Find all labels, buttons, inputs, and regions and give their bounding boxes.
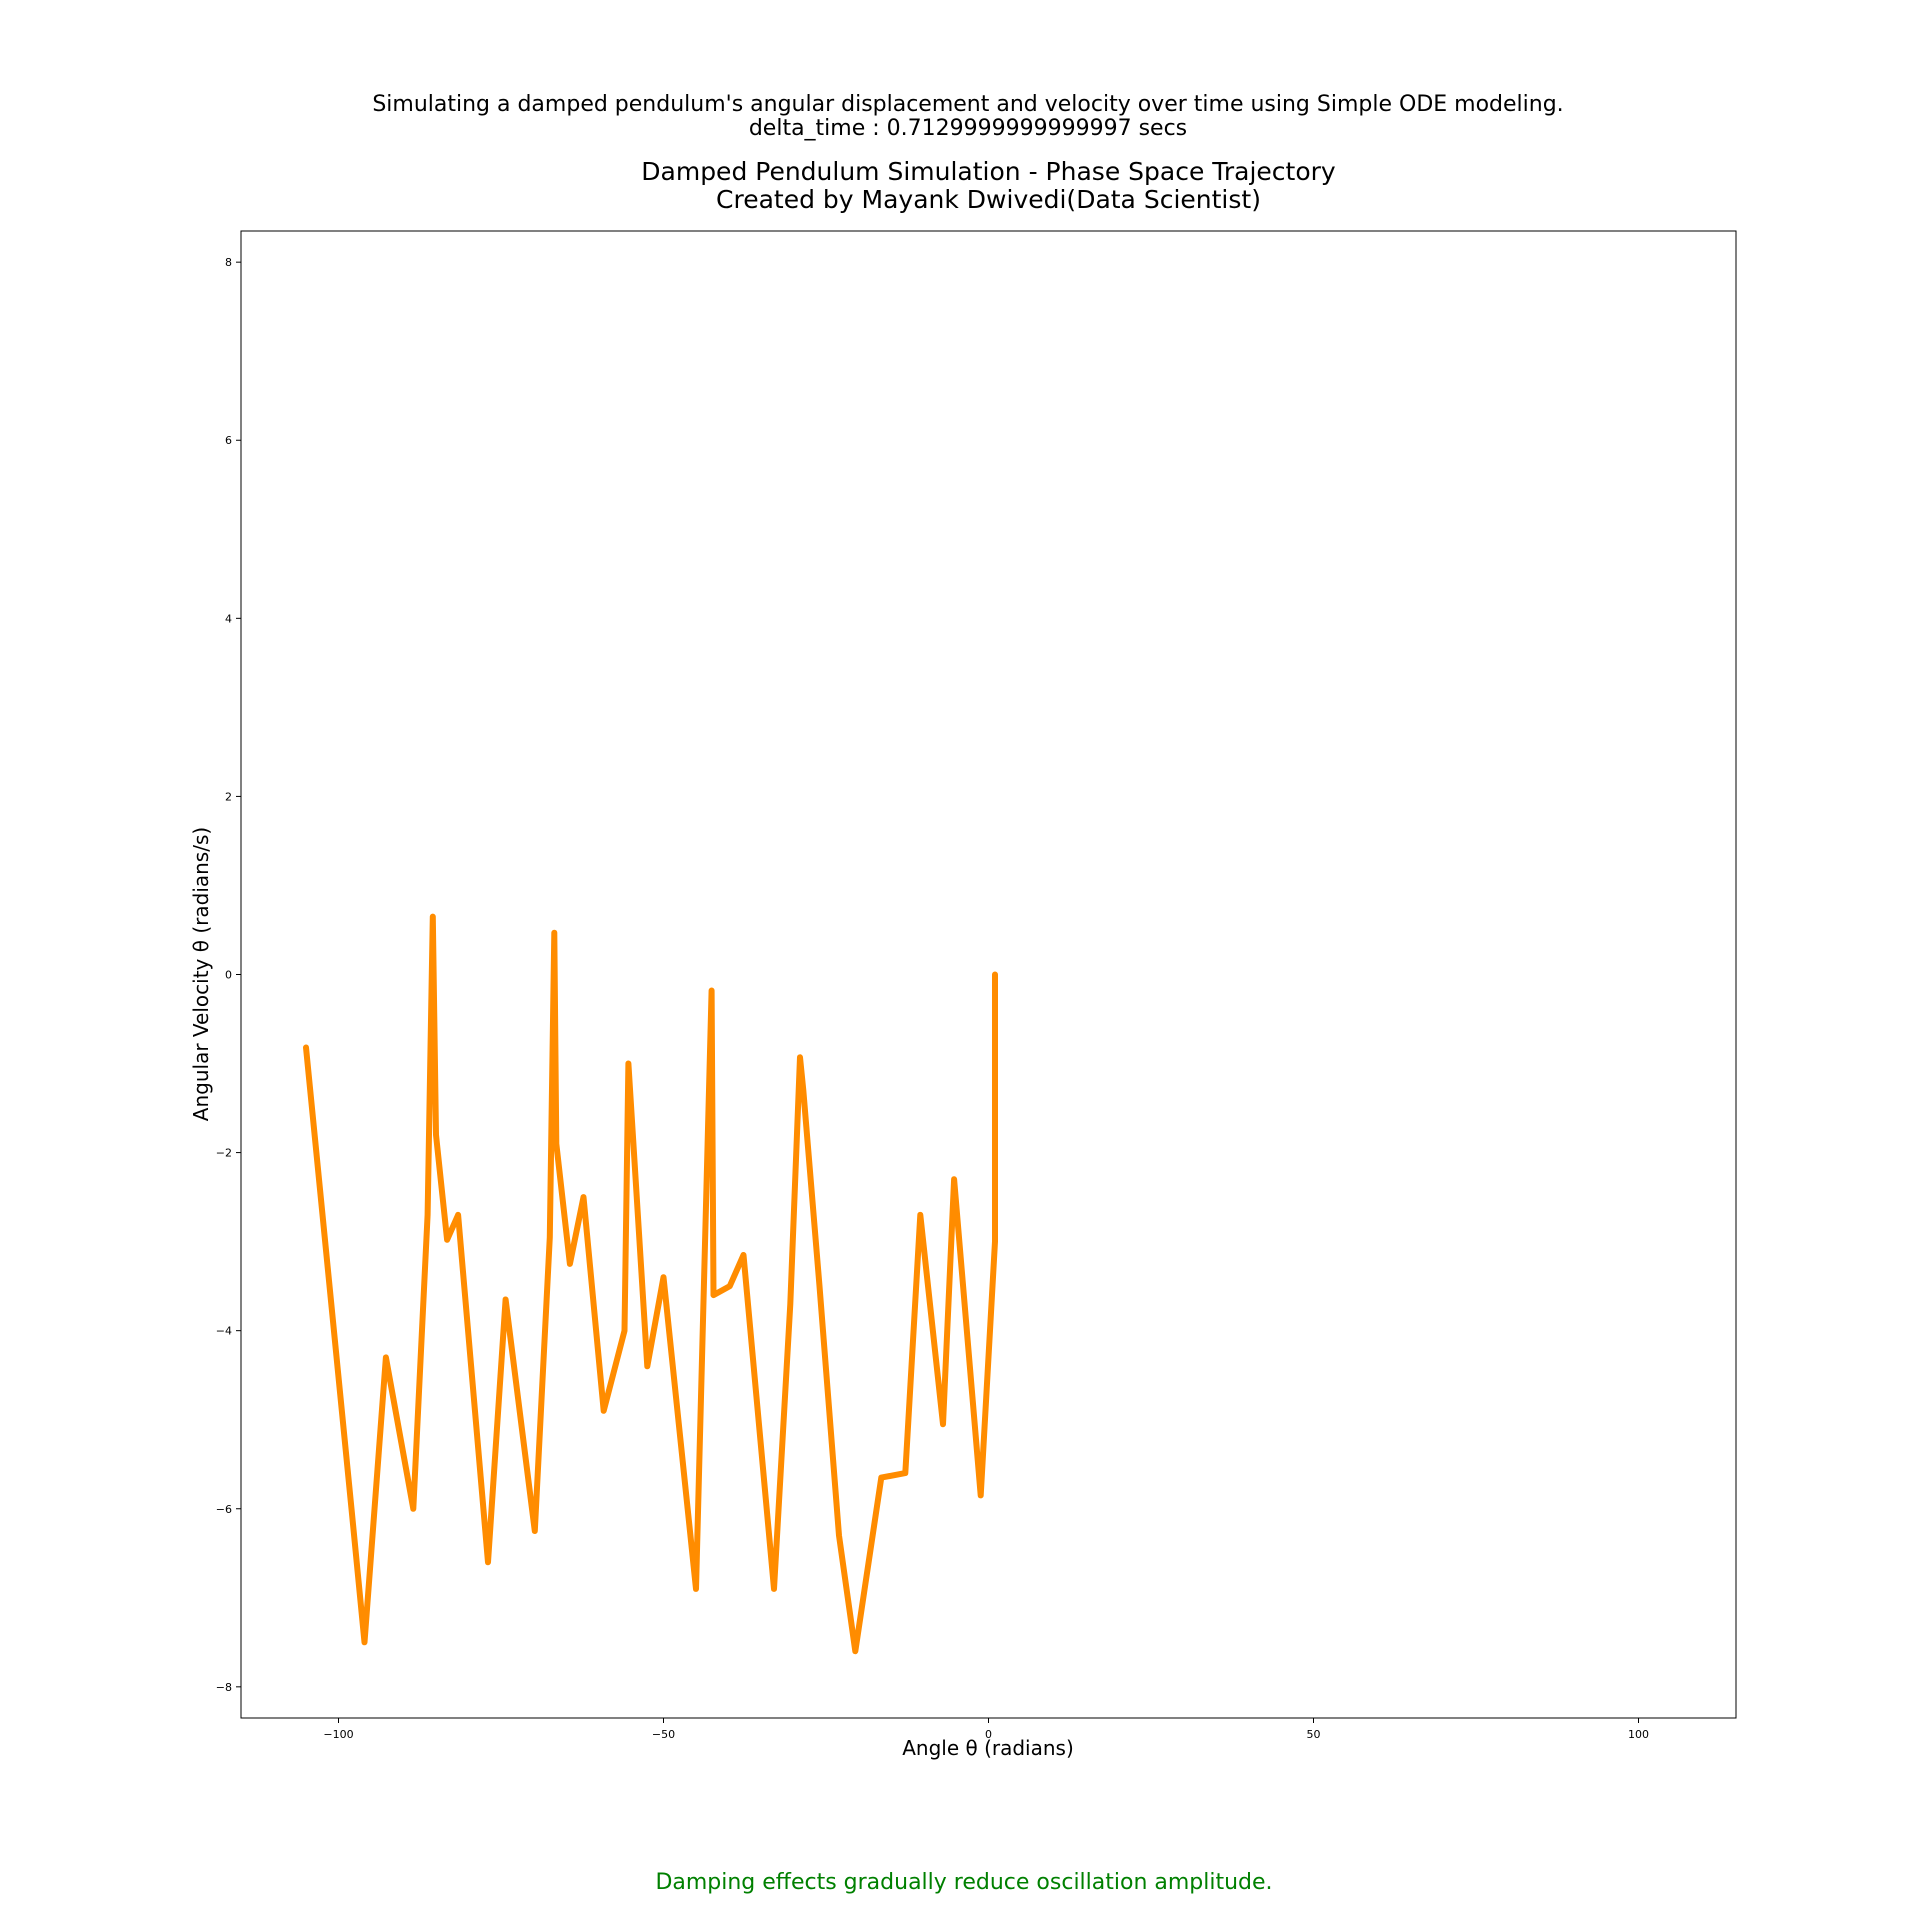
y-tick-label: 0 [225,969,232,982]
x-tick-label: −100 [323,1728,353,1741]
x-tick-label: −50 [652,1728,675,1741]
x-tick-label: 50 [1307,1728,1321,1741]
plot-area-frame [240,230,1737,1719]
x-axis-label: Angle θ (radians) [902,1736,1074,1760]
footnote: Damping effects gradually reduce oscilla… [655,1870,1273,1895]
suptitle-line-1: Simulating a damped pendulum's angular d… [372,92,1564,117]
y-axis-label: Angular Velocity θ (radians/s) [189,827,213,1121]
y-tick-label: 2 [225,790,232,803]
y-tick-label: −2 [216,1147,232,1160]
y-tick-label: 8 [225,256,232,269]
y-tick-label: −4 [216,1325,232,1338]
x-tick-label: 100 [1628,1728,1649,1741]
chart-title: Damped Pendulum Simulation - Phase Space… [641,157,1336,186]
y-tick-label: 6 [225,434,232,447]
trajectory-line [303,913,998,1655]
y-tick-label: 4 [225,612,232,625]
suptitle-line-2: delta_time : 0.7129999999999997 secs [748,116,1188,141]
chart-subtitle: Created by Mayank Dwivedi(Data Scientist… [716,185,1261,214]
y-tick-label: −6 [216,1503,232,1516]
y-tick-label: −8 [216,1681,232,1694]
x-tick-label: 0 [985,1728,992,1741]
